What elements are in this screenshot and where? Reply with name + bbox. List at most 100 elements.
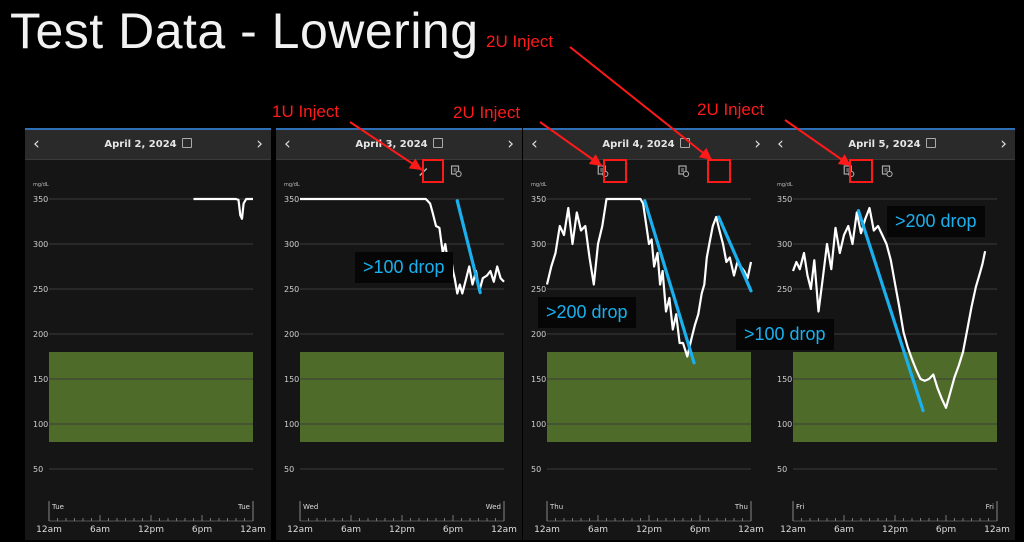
drop-trend-line — [856, 209, 925, 413]
prev-day-arrow-icon[interactable]: ‹ — [531, 134, 538, 154]
day-panel: ‹ April 2, 2024 › 350 300 250 200 150 100 50 mg/dL… — [25, 128, 271, 540]
target-range-band — [300, 352, 504, 442]
y-tick-label: 200 — [284, 330, 299, 339]
panel-date-label: April 5, 2024 — [848, 139, 921, 150]
y-tick-label: 100 — [531, 420, 546, 429]
note-event-icon[interactable] — [881, 165, 893, 178]
prev-day-arrow-icon[interactable]: ‹ — [33, 134, 40, 154]
y-tick-label: 350 — [33, 195, 48, 204]
x-tick-label: 12am — [36, 525, 62, 535]
x-tick-label: 12am — [534, 525, 560, 535]
x-tick-label: 6pm — [690, 525, 710, 535]
inject-label: 2U Inject — [697, 100, 765, 119]
glucose-chart: 350 300 250 200 150 100 50 mg/dL Wed Wed 12am 6am 12… — [284, 165, 517, 535]
panel-accent — [25, 128, 271, 130]
day-start-label: Wed — [303, 503, 318, 511]
day-end-label: Fri — [986, 503, 994, 511]
x-tick-label: 6pm — [936, 525, 956, 535]
y-axis-unit: mg/dL — [284, 182, 300, 188]
day-start-label: Thu — [549, 503, 563, 511]
y-tick-label: 50 — [33, 465, 43, 474]
note-event-icon[interactable] — [450, 165, 462, 178]
next-day-arrow-icon[interactable]: › — [507, 134, 514, 154]
target-range-band — [547, 352, 751, 442]
x-tick-label: 12pm — [882, 525, 908, 535]
x-tick-label: 6am — [341, 525, 361, 535]
y-tick-label: 300 — [33, 240, 48, 249]
x-tick-label: 12am — [984, 525, 1010, 535]
y-tick-label: 100 — [33, 420, 48, 429]
day-panel: ‹ April 4, 2024 › 350 300 250 200 150 100 50 mg/dL… — [523, 128, 769, 540]
panel-date: April 2, 2024 — [25, 138, 271, 150]
drop-label: >200 drop — [887, 206, 985, 237]
x-tick-label: 6am — [90, 525, 110, 535]
page-title: Test Data - Lowering — [10, 3, 479, 59]
x-tick-label: 12am — [780, 525, 806, 535]
day-end-label: Tue — [237, 503, 250, 511]
next-day-arrow-icon[interactable]: › — [754, 134, 761, 154]
prev-day-arrow-icon[interactable]: ‹ — [284, 134, 291, 154]
y-axis-unit: mg/dL — [777, 182, 793, 188]
x-tick-label: 12am — [738, 525, 764, 535]
glucose-chart: 350 300 250 200 150 100 50 mg/dL Tue Tue 12am 6am 12… — [33, 182, 266, 535]
y-tick-label: 150 — [777, 375, 792, 384]
y-tick-label: 200 — [33, 330, 48, 339]
day-end-label: Wed — [486, 503, 501, 511]
y-tick-label: 250 — [284, 285, 299, 294]
day-end-label: Thu — [734, 503, 748, 511]
y-axis-unit: mg/dL — [531, 182, 547, 188]
y-tick-label: 150 — [531, 375, 546, 384]
calendar-icon[interactable] — [925, 138, 936, 148]
glucose-chart: 35030025020015010050mg/dLFriFri12am6am12… — [777, 165, 1010, 535]
note-event-icon[interactable] — [678, 165, 690, 178]
y-tick-label: 100 — [777, 420, 792, 429]
day-start-label: Tue — [51, 503, 64, 511]
x-tick-label: 12am — [240, 525, 266, 535]
y-tick-label: 250 — [531, 285, 546, 294]
x-tick-label: 6am — [834, 525, 854, 535]
edit-event-icon[interactable] — [419, 168, 428, 176]
note-event-icon[interactable] — [843, 165, 855, 178]
y-tick-label: 300 — [284, 240, 299, 249]
inject-label: 2U Inject — [453, 103, 521, 122]
y-tick-label: 100 — [284, 420, 299, 429]
next-day-arrow-icon[interactable]: › — [256, 134, 263, 154]
inject-label: 2U Inject — [486, 32, 554, 51]
x-tick-label: 12am — [287, 525, 313, 535]
glucose-chart: 350 300 250 200 150 100 50 mg/dL Thu Thu 12am 6am 12… — [531, 165, 764, 535]
note-event-icon[interactable] — [597, 165, 609, 178]
x-tick-label: 6am — [588, 525, 608, 535]
panel-accent — [769, 128, 1015, 130]
glucose-trace — [545, 197, 753, 358]
target-range-band — [49, 352, 253, 442]
y-tick-label: 150 — [284, 375, 299, 384]
y-tick-label: 250 — [777, 285, 792, 294]
calendar-icon[interactable] — [181, 138, 192, 148]
day-panel: ‹ April 3, 2024 › 350 300 250 200 150 100 50 mg/dL… — [276, 128, 522, 540]
day-start-label: Fri — [796, 503, 804, 511]
calendar-icon[interactable] — [432, 138, 443, 148]
x-tick-label: 6pm — [192, 525, 212, 535]
drop-label: >200 drop — [538, 297, 636, 328]
drop-trend-line — [717, 215, 753, 293]
panel-header: ‹ April 2, 2024 › — [25, 130, 271, 160]
next-day-arrow-icon[interactable]: › — [1000, 134, 1007, 154]
target-range-band — [793, 352, 997, 442]
y-tick-label: 200 — [531, 330, 546, 339]
y-tick-label: 150 — [33, 375, 48, 384]
x-tick-label: 12pm — [636, 525, 662, 535]
panel-date: April 5, 2024 — [769, 138, 1015, 150]
glucose-trace — [300, 197, 505, 295]
inject-label: 1U Inject — [272, 102, 340, 121]
y-tick-label: 300 — [777, 240, 792, 249]
panel-date-label: April 2, 2024 — [104, 139, 177, 150]
prev-day-arrow-icon[interactable]: ‹ — [777, 134, 784, 154]
drop-label: >100 drop — [355, 252, 453, 283]
x-tick-label: 12pm — [138, 525, 164, 535]
y-tick-label: 50 — [531, 465, 541, 474]
drop-label: >100 drop — [736, 319, 834, 350]
y-axis-unit: mg/dL — [33, 182, 49, 188]
x-tick-label: 6pm — [443, 525, 463, 535]
y-tick-label: 350 — [531, 195, 546, 204]
y-tick-label: 50 — [284, 465, 294, 474]
